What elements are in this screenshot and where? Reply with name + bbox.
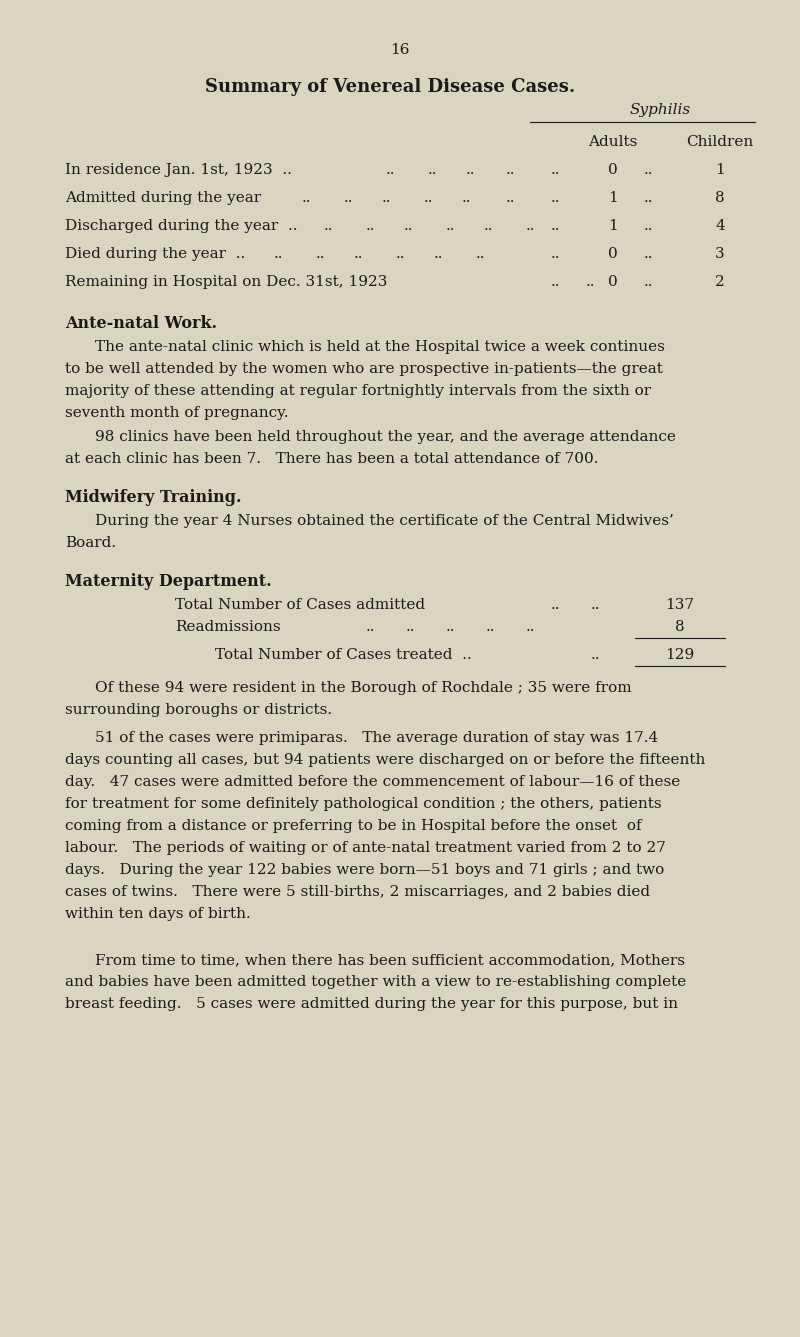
Text: The ante-natal clinic which is held at the Hospital twice a week continues: The ante-natal clinic which is held at t… [95, 340, 665, 354]
Text: 1: 1 [608, 219, 618, 233]
Text: ..: .. [406, 620, 414, 634]
Text: ..: .. [526, 219, 534, 233]
Text: Syphilis: Syphilis [630, 103, 690, 118]
Text: ..: .. [590, 648, 600, 662]
Text: Discharged during the year  ..: Discharged during the year .. [65, 219, 298, 233]
Text: ..: .. [366, 620, 374, 634]
Text: seventh month of pregnancy.: seventh month of pregnancy. [65, 406, 289, 420]
Text: cases of twins.   There were 5 still-births, 2 miscarriages, and 2 babies died: cases of twins. There were 5 still-birth… [65, 885, 650, 898]
Text: coming from a distance or preferring to be in Hospital before the onset  of: coming from a distance or preferring to … [65, 820, 642, 833]
Text: majority of these attending at regular fortnightly intervals from the sixth or: majority of these attending at regular f… [65, 384, 651, 398]
Text: 4: 4 [715, 219, 725, 233]
Text: Total Number of Cases admitted: Total Number of Cases admitted [175, 598, 425, 612]
Text: ..: .. [643, 219, 653, 233]
Text: ..: .. [550, 598, 560, 612]
Text: 0: 0 [608, 163, 618, 176]
Text: for treatment for some definitely pathological condition ; the others, patients: for treatment for some definitely pathol… [65, 797, 662, 812]
Text: ..: .. [274, 247, 282, 261]
Text: During the year 4 Nurses obtained the certificate of the Central Midwives’: During the year 4 Nurses obtained the ce… [95, 513, 674, 528]
Text: Children: Children [686, 135, 754, 148]
Text: In residence Jan. 1st, 1923  ..: In residence Jan. 1st, 1923 .. [65, 163, 292, 176]
Text: 0: 0 [608, 275, 618, 289]
Text: Midwifery Training.: Midwifery Training. [65, 488, 242, 505]
Text: Died during the year  ..: Died during the year .. [65, 247, 246, 261]
Text: ..: .. [590, 598, 600, 612]
Text: breast feeding.   5 cases were admitted during the year for this purpose, but in: breast feeding. 5 cases were admitted du… [65, 997, 678, 1011]
Text: days counting all cases, but 94 patients were discharged on or before the fiftee: days counting all cases, but 94 patients… [65, 753, 706, 767]
Text: ..: .. [586, 275, 594, 289]
Text: Admitted during the year: Admitted during the year [65, 191, 261, 205]
Text: ..: .. [403, 219, 413, 233]
Text: ..: .. [386, 163, 394, 176]
Text: ..: .. [466, 163, 474, 176]
Text: ..: .. [427, 163, 437, 176]
Text: 0: 0 [608, 247, 618, 261]
Text: ..: .. [643, 191, 653, 205]
Text: Of these 94 were resident in the Borough of Rochdale ; 35 were from: Of these 94 were resident in the Borough… [95, 681, 632, 695]
Text: ..: .. [382, 191, 390, 205]
Text: ..: .. [315, 247, 325, 261]
Text: ..: .. [395, 247, 405, 261]
Text: ..: .. [486, 620, 494, 634]
Text: Maternity Department.: Maternity Department. [65, 572, 272, 590]
Text: ..: .. [550, 191, 560, 205]
Text: Remaining in Hospital on Dec. 31st, 1923: Remaining in Hospital on Dec. 31st, 1923 [65, 275, 387, 289]
Text: ..: .. [475, 247, 485, 261]
Text: 3: 3 [715, 247, 725, 261]
Text: ..: .. [506, 191, 514, 205]
Text: ..: .. [550, 219, 560, 233]
Text: 98 clinics have been held throughout the year, and the average attendance: 98 clinics have been held throughout the… [95, 431, 676, 444]
Text: 8: 8 [675, 620, 685, 634]
Text: ..: .. [643, 247, 653, 261]
Text: ..: .. [343, 191, 353, 205]
Text: Ante-natal Work.: Ante-natal Work. [65, 314, 217, 332]
Text: days.   During the year 122 babies were born—51 boys and 71 girls ; and two: days. During the year 122 babies were bo… [65, 862, 664, 877]
Text: ..: .. [550, 163, 560, 176]
Text: ..: .. [643, 163, 653, 176]
Text: ..: .. [643, 275, 653, 289]
Text: at each clinic has been 7.   There has been a total attendance of 700.: at each clinic has been 7. There has bee… [65, 452, 598, 467]
Text: ..: .. [446, 620, 454, 634]
Text: 51 of the cases were primiparas.   The average duration of stay was 17.4: 51 of the cases were primiparas. The ave… [95, 731, 658, 745]
Text: From time to time, when there has been sufficient accommodation, Mothers: From time to time, when there has been s… [95, 953, 685, 967]
Text: ..: .. [462, 191, 470, 205]
Text: ..: .. [550, 275, 560, 289]
Text: ..: .. [366, 219, 374, 233]
Text: ..: .. [434, 247, 442, 261]
Text: and babies have been admitted together with a view to re-establishing complete: and babies have been admitted together w… [65, 975, 686, 989]
Text: ..: .. [323, 219, 333, 233]
Text: 137: 137 [666, 598, 694, 612]
Text: 129: 129 [666, 648, 694, 662]
Text: within ten days of birth.: within ten days of birth. [65, 906, 250, 921]
Text: ..: .. [302, 191, 310, 205]
Text: ..: .. [550, 247, 560, 261]
Text: ..: .. [506, 163, 514, 176]
Text: Adults: Adults [588, 135, 638, 148]
Text: 16: 16 [390, 43, 410, 57]
Text: to be well attended by the women who are prospective in-patients—the great: to be well attended by the women who are… [65, 362, 663, 376]
Text: day.   47 cases were admitted before the commencement of labour—16 of these: day. 47 cases were admitted before the c… [65, 775, 680, 789]
Text: 8: 8 [715, 191, 725, 205]
Text: 1: 1 [608, 191, 618, 205]
Text: ..: .. [354, 247, 362, 261]
Text: ..: .. [423, 191, 433, 205]
Text: ..: .. [446, 219, 454, 233]
Text: Summary of Venereal Disease Cases.: Summary of Venereal Disease Cases. [205, 78, 575, 96]
Text: 1: 1 [715, 163, 725, 176]
Text: 2: 2 [715, 275, 725, 289]
Text: ..: .. [526, 620, 534, 634]
Text: Total Number of Cases treated  ..: Total Number of Cases treated .. [215, 648, 472, 662]
Text: ..: .. [483, 219, 493, 233]
Text: Readmissions: Readmissions [175, 620, 281, 634]
Text: Board.: Board. [65, 536, 116, 550]
Text: labour.   The periods of waiting or of ante-natal treatment varied from 2 to 27: labour. The periods of waiting or of ant… [65, 841, 666, 854]
Text: surrounding boroughs or districts.: surrounding boroughs or districts. [65, 703, 332, 717]
